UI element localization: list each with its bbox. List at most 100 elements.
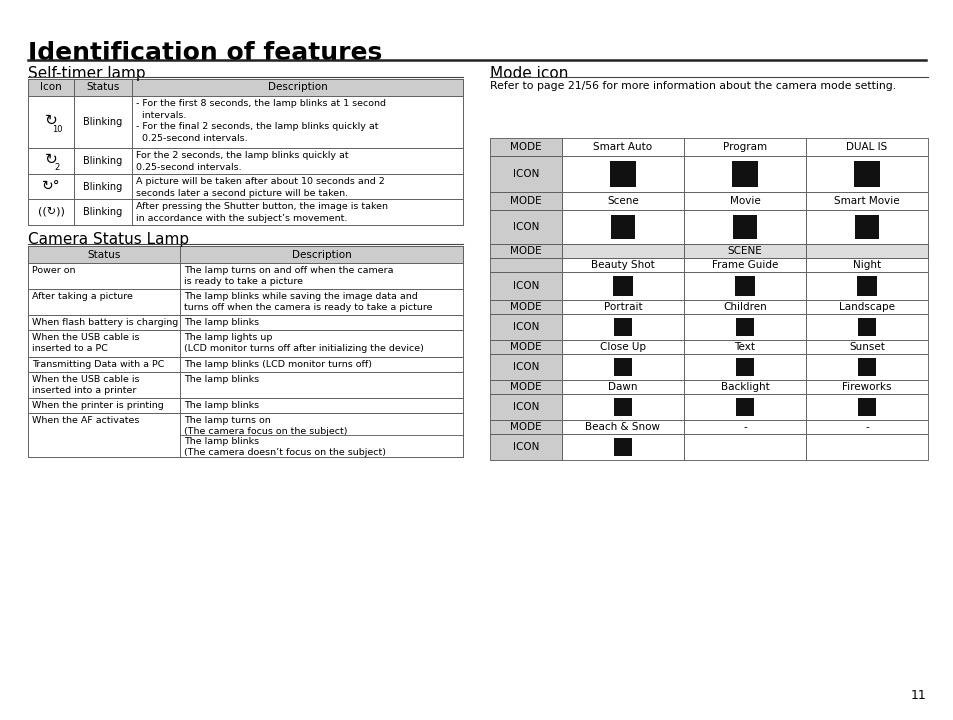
Text: The lamp blinks while saving the image data and
turns off when the camera is rea: The lamp blinks while saving the image d… xyxy=(184,292,432,312)
Bar xyxy=(28,263,462,289)
Bar xyxy=(28,148,462,174)
Bar xyxy=(490,380,561,394)
Bar xyxy=(28,398,462,413)
Bar xyxy=(561,314,683,340)
Bar xyxy=(180,372,462,398)
Bar xyxy=(28,96,74,148)
Bar xyxy=(28,246,180,263)
Bar xyxy=(613,358,632,377)
Text: When the AF activates: When the AF activates xyxy=(32,416,139,425)
Text: Smart Auto: Smart Auto xyxy=(593,142,652,152)
Bar xyxy=(490,434,561,460)
Bar xyxy=(735,318,754,336)
Text: Movie: Movie xyxy=(729,196,760,206)
Text: The lamp lights up
(LCD monitor turns off after initializing the device): The lamp lights up (LCD monitor turns of… xyxy=(184,333,423,354)
Bar xyxy=(28,330,462,357)
Bar xyxy=(28,96,462,148)
Bar xyxy=(28,199,462,225)
Bar xyxy=(28,174,74,199)
Bar xyxy=(561,192,683,210)
Bar xyxy=(561,380,683,394)
Bar xyxy=(28,289,462,315)
Bar xyxy=(490,354,561,380)
Text: -: - xyxy=(742,422,746,432)
Bar xyxy=(74,79,132,96)
Bar xyxy=(561,138,683,156)
Text: When the USB cable is
inserted into a printer: When the USB cable is inserted into a pr… xyxy=(32,375,139,395)
Text: ↻: ↻ xyxy=(45,151,57,166)
Text: After pressing the Shutter button, the image is taken
in accordance with the sub: After pressing the Shutter button, the i… xyxy=(136,202,388,222)
Bar xyxy=(180,263,462,289)
Text: For the 2 seconds, the lamp blinks quickly at
0.25-second intervals.: For the 2 seconds, the lamp blinks quick… xyxy=(136,151,348,171)
Bar xyxy=(561,434,683,460)
Bar xyxy=(490,258,561,272)
Bar xyxy=(28,315,180,330)
Bar xyxy=(857,397,876,416)
Bar xyxy=(561,156,683,192)
Text: When the USB cable is
inserted to a PC: When the USB cable is inserted to a PC xyxy=(32,333,139,354)
Text: Power on: Power on xyxy=(32,266,75,275)
Bar xyxy=(561,340,683,354)
Bar xyxy=(28,330,180,357)
Bar xyxy=(561,300,683,314)
Text: Program: Program xyxy=(722,142,766,152)
Text: The lamp blinks: The lamp blinks xyxy=(184,318,259,327)
Bar xyxy=(561,394,683,420)
Bar xyxy=(732,215,757,239)
Bar xyxy=(561,244,927,258)
Bar xyxy=(805,314,927,340)
Bar xyxy=(683,340,805,354)
Text: ICON: ICON xyxy=(513,169,538,179)
Text: The lamp blinks: The lamp blinks xyxy=(184,375,259,384)
Bar xyxy=(132,96,462,148)
Bar xyxy=(683,244,805,258)
Text: Backlight: Backlight xyxy=(720,382,768,392)
Text: Fireworks: Fireworks xyxy=(841,382,891,392)
Bar xyxy=(805,244,927,258)
Bar xyxy=(683,314,805,340)
Bar xyxy=(132,174,462,199)
Bar xyxy=(683,354,805,380)
Text: Portrait: Portrait xyxy=(603,302,641,312)
Text: ICON: ICON xyxy=(513,322,538,332)
Bar xyxy=(805,380,927,394)
Text: ICON: ICON xyxy=(513,402,538,412)
Bar xyxy=(180,246,462,263)
Bar xyxy=(683,156,805,192)
Bar xyxy=(683,192,805,210)
Bar xyxy=(612,276,633,296)
Bar xyxy=(853,161,879,187)
Text: When the printer is printing: When the printer is printing xyxy=(32,401,164,410)
Text: MODE: MODE xyxy=(510,422,541,432)
Bar xyxy=(74,96,132,148)
Bar xyxy=(805,192,927,210)
Text: Dawn: Dawn xyxy=(608,382,638,392)
Bar xyxy=(28,357,462,372)
Text: Beauty Shot: Beauty Shot xyxy=(591,260,654,270)
Bar xyxy=(490,272,561,300)
Bar xyxy=(805,300,927,314)
Text: -: - xyxy=(864,422,868,432)
Bar xyxy=(28,372,180,398)
Text: The lamp turns on and off when the camera
is ready to take a picture: The lamp turns on and off when the camer… xyxy=(184,266,393,287)
Text: Close Up: Close Up xyxy=(599,342,645,352)
Bar xyxy=(805,210,927,244)
Bar xyxy=(609,161,636,187)
Text: Sunset: Sunset xyxy=(848,342,884,352)
Text: Blinking: Blinking xyxy=(83,207,123,217)
Bar xyxy=(490,210,561,244)
Text: 10: 10 xyxy=(51,125,62,133)
Text: Frame Guide: Frame Guide xyxy=(711,260,778,270)
Bar xyxy=(132,199,462,225)
Bar xyxy=(805,272,927,300)
Text: Landscape: Landscape xyxy=(838,302,894,312)
Text: Children: Children xyxy=(722,302,766,312)
Bar xyxy=(561,258,683,272)
Bar xyxy=(180,357,462,372)
Bar xyxy=(74,174,132,199)
Bar xyxy=(735,397,754,416)
Bar xyxy=(28,79,74,96)
Text: Camera Status Lamp: Camera Status Lamp xyxy=(28,232,189,247)
Bar xyxy=(28,357,180,372)
Text: ICON: ICON xyxy=(513,281,538,291)
